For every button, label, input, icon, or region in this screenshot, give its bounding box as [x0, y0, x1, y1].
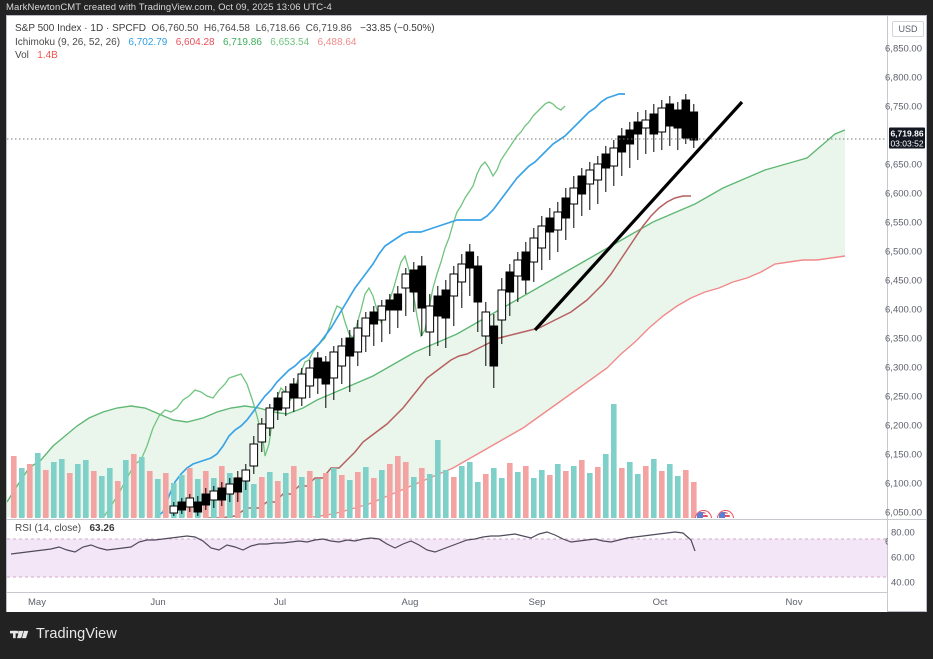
- price-plot-svg: [7, 93, 887, 518]
- candlestick-series: [169, 94, 699, 516]
- ichimoku-cloud-fill: [7, 130, 845, 517]
- price-tick: 6,650.00: [885, 159, 922, 171]
- time-label-nov: Nov: [785, 597, 803, 608]
- trendline-annotation[interactable]: [533, 100, 744, 332]
- price-tick: 6,450.00: [885, 275, 922, 287]
- rsi-tick: 40.00: [891, 577, 915, 589]
- tenkan-sen-line: [154, 93, 625, 518]
- price-tick: 6,250.00: [885, 391, 922, 403]
- legend-ichimoku-title[interactable]: Ichimoku (9, 26, 52, 26): [15, 36, 121, 48]
- current-price-tag[interactable]: 6,719.86 03:03:52: [889, 127, 925, 149]
- legend-chikou-value: 6,719.86: [222, 36, 262, 48]
- legend-change-value: −33.85 (−0.50%): [360, 23, 435, 34]
- time-label-jul: Jul: [273, 597, 287, 608]
- legend-high-value: 6,764.58: [211, 23, 250, 34]
- price-tick: 6,100.00: [885, 478, 922, 490]
- price-tick: 6,750.00: [885, 101, 922, 113]
- price-tick: 6,800.00: [885, 72, 922, 84]
- legend-volume-row[interactable]: Vol 1.4B: [15, 49, 435, 63]
- time-label-oct: Oct: [652, 597, 668, 608]
- legend-volume-label: Vol: [15, 50, 29, 61]
- legend-senkou-a-value: 6,653.54: [270, 36, 310, 48]
- price-tick: 6,150.00: [885, 449, 922, 461]
- footer-bar: TradingView: [0, 612, 933, 659]
- tradingview-brand-name: TradingView: [36, 626, 117, 642]
- chart-legend: S&P 500 Index · 1D · SPCFD O6,760.50 H6,…: [15, 22, 435, 63]
- price-pane[interactable]: S&P 500 Index · 1D · SPCFD O6,760.50 H6,…: [7, 16, 887, 518]
- legend-symbol[interactable]: S&P 500 Index · 1D · SPCFD: [15, 23, 146, 34]
- legend-close-label: C: [305, 23, 313, 34]
- rsi-legend-title[interactable]: RSI (14, close): [15, 523, 82, 534]
- legend-tenkan-value: 6,702.79: [128, 36, 168, 48]
- attribution-bar: MarkNewtonCMT created with TradingView.c…: [0, 0, 933, 15]
- price-tick: 6,850.00: [885, 43, 922, 55]
- price-tick: 6,200.00: [885, 420, 922, 432]
- legend-low-value: 6,718.66: [261, 23, 301, 34]
- rsi-legend[interactable]: RSI (14, close) 63.26: [15, 523, 115, 534]
- legend-open-label: O: [151, 23, 160, 34]
- tradingview-logo-icon: [10, 630, 29, 639]
- chart-frame: S&P 500 Index · 1D · SPCFD O6,760.50 H6,…: [6, 15, 927, 612]
- price-scale[interactable]: USD 6,850.00 6,800.00 6,750.00 6,650.00 …: [885, 16, 926, 611]
- legend-volume-value: 1.4B: [37, 50, 58, 61]
- current-price-value: 6,719.86: [890, 128, 924, 139]
- price-tick: 6,500.00: [885, 246, 922, 258]
- time-label-jun: Jun: [150, 597, 166, 608]
- rsi-band-fill: [7, 539, 887, 577]
- legend-low-label: L: [255, 23, 262, 34]
- rsi-pane[interactable]: RSI (14, close) 63.26: [7, 519, 887, 592]
- chikou-span-line: [102, 101, 566, 518]
- legend-open-value: 6,760.50: [159, 23, 199, 34]
- time-axis[interactable]: May Jun Jul Aug Sep Oct Nov: [7, 592, 887, 612]
- rsi-plot-svg: [7, 531, 887, 578]
- rsi-scale[interactable]: 80.00 60.00 40.00: [888, 519, 926, 592]
- legend-ichimoku-row[interactable]: Ichimoku (9, 26, 52, 26) 6,702.79 6,604.…: [15, 36, 435, 50]
- rsi-legend-value: 63.26: [89, 523, 115, 534]
- currency-label: USD: [898, 24, 918, 34]
- price-tick: 6,350.00: [885, 333, 922, 345]
- price-tick: 6,300.00: [885, 362, 922, 374]
- price-tick: 6,550.00: [885, 217, 922, 229]
- time-label-aug: Aug: [401, 597, 419, 608]
- senkou-span-b-line: [312, 255, 846, 518]
- price-tick: 6,400.00: [885, 304, 922, 316]
- price-tick: 6,600.00: [885, 188, 922, 200]
- legend-close-value: 6,719.86: [312, 23, 352, 34]
- price-tick: 6,050.00: [885, 507, 922, 519]
- attribution-text: MarkNewtonCMT created with TradingView.c…: [6, 2, 332, 13]
- flag-canton: [697, 512, 703, 518]
- rsi-line: [10, 531, 696, 555]
- flag-canton: [719, 512, 725, 518]
- legend-kijun-value: 6,604.28: [175, 36, 215, 48]
- rsi-tick: 60.00: [891, 552, 915, 564]
- rsi-tick: 80.00: [891, 527, 915, 539]
- legend-symbol-row[interactable]: S&P 500 Index · 1D · SPCFD O6,760.50 H6,…: [15, 22, 435, 36]
- currency-badge[interactable]: USD: [892, 21, 924, 37]
- time-label-sep: Sep: [528, 597, 546, 608]
- time-label-may: May: [28, 597, 46, 608]
- axis-separator: [887, 16, 888, 611]
- senkou-span-a-line: [7, 129, 846, 503]
- legend-high-label: H: [203, 23, 212, 34]
- legend-senkou-b-value: 6,488.64: [317, 36, 357, 48]
- bar-countdown: 03:03:52: [890, 138, 924, 149]
